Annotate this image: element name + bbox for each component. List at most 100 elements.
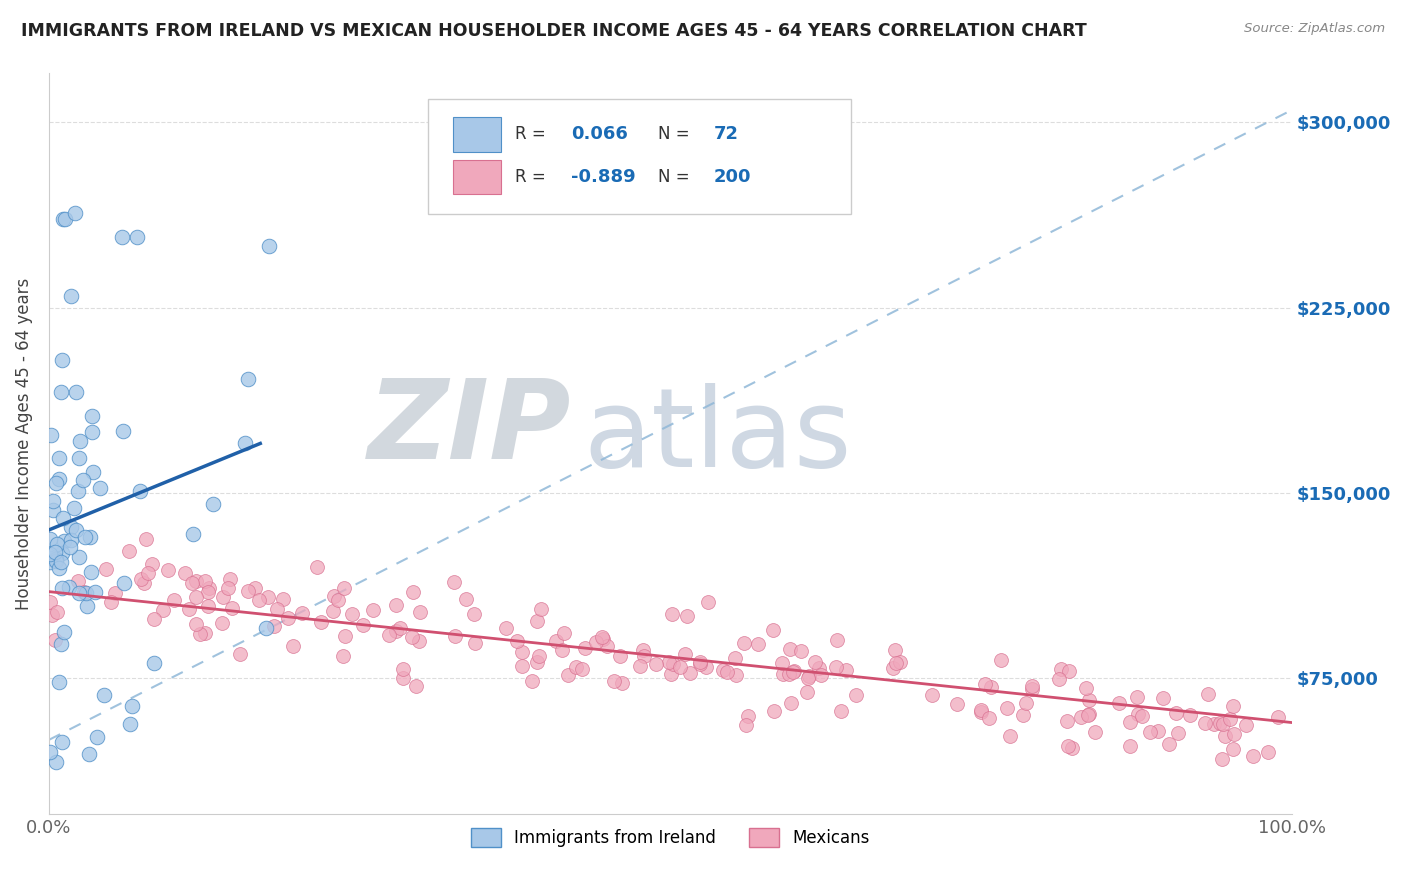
- Point: [67, 483, 90, 498]
- Point: [212, 591, 235, 605]
- Point: [1125, 690, 1147, 704]
- Point: [974, 677, 997, 691]
- Point: [1222, 699, 1244, 714]
- Point: [1077, 707, 1099, 722]
- Point: [998, 729, 1021, 743]
- Point: [662, 657, 685, 672]
- Point: [263, 619, 285, 633]
- Point: [808, 661, 831, 675]
- Point: [408, 634, 430, 648]
- Point: [217, 581, 239, 595]
- Point: [596, 639, 619, 653]
- FancyBboxPatch shape: [453, 160, 502, 194]
- Point: [118, 716, 141, 731]
- Point: [977, 711, 1000, 725]
- Point: [1056, 739, 1078, 753]
- Point: [463, 607, 485, 621]
- Point: [797, 671, 820, 685]
- Point: [243, 581, 266, 595]
- Point: [1178, 707, 1201, 722]
- Point: [716, 665, 738, 680]
- Point: [75, 586, 97, 600]
- Point: [675, 647, 697, 661]
- Point: [77, 747, 100, 761]
- Point: [39, 427, 62, 442]
- Point: [1209, 716, 1232, 731]
- Point: [790, 644, 813, 658]
- Point: [38, 547, 60, 561]
- Point: [689, 655, 711, 669]
- Point: [830, 704, 852, 718]
- Text: 200: 200: [714, 168, 751, 186]
- Text: -0.889: -0.889: [571, 168, 636, 186]
- Point: [810, 668, 832, 682]
- Point: [402, 585, 425, 599]
- Point: [52, 212, 75, 227]
- Point: [495, 621, 517, 635]
- Point: [49, 385, 72, 400]
- Point: [48, 472, 70, 486]
- Point: [100, 595, 122, 609]
- Point: [39, 745, 62, 759]
- Point: [38, 595, 60, 609]
- Point: [45, 605, 67, 619]
- Point: [783, 664, 806, 678]
- Point: [62, 500, 84, 515]
- Point: [111, 424, 134, 438]
- Point: [506, 634, 529, 648]
- Point: [326, 593, 349, 607]
- Point: [69, 434, 91, 448]
- Point: [67, 586, 90, 600]
- Point: [181, 526, 204, 541]
- Point: [93, 688, 115, 702]
- Point: [1147, 723, 1170, 738]
- Point: [323, 589, 346, 603]
- Point: [48, 674, 70, 689]
- Point: [48, 450, 70, 465]
- Point: [1108, 696, 1130, 710]
- Point: [1213, 730, 1236, 744]
- Text: Source: ZipAtlas.com: Source: ZipAtlas.com: [1244, 22, 1385, 36]
- Point: [574, 640, 596, 655]
- Point: [389, 621, 412, 635]
- Point: [141, 557, 163, 571]
- Point: [63, 206, 86, 220]
- Point: [763, 704, 786, 718]
- Point: [1197, 687, 1219, 701]
- Point: [1118, 739, 1140, 753]
- Point: [711, 663, 734, 677]
- Point: [152, 603, 174, 617]
- Point: [44, 633, 66, 648]
- Point: [1050, 662, 1073, 676]
- Point: [84, 584, 107, 599]
- Point: [884, 643, 907, 657]
- Point: [1074, 681, 1097, 696]
- Text: N =: N =: [658, 126, 695, 144]
- Point: [352, 617, 374, 632]
- Point: [737, 708, 759, 723]
- Point: [557, 668, 579, 682]
- Point: [143, 612, 166, 626]
- Point: [118, 544, 141, 558]
- Point: [60, 520, 83, 534]
- Point: [1223, 727, 1246, 741]
- Point: [675, 608, 697, 623]
- Point: [238, 583, 260, 598]
- Point: [824, 659, 846, 673]
- Point: [221, 600, 243, 615]
- Point: [385, 598, 408, 612]
- Point: [695, 660, 717, 674]
- Point: [53, 212, 76, 227]
- Text: 0.066: 0.066: [571, 126, 628, 144]
- Point: [845, 689, 868, 703]
- Text: 72: 72: [714, 126, 740, 144]
- Point: [772, 667, 794, 681]
- Point: [409, 605, 432, 619]
- Point: [970, 705, 993, 719]
- Point: [257, 590, 280, 604]
- Point: [247, 593, 270, 607]
- Point: [45, 552, 67, 566]
- Point: [779, 641, 801, 656]
- Point: [1241, 749, 1264, 764]
- Point: [125, 230, 148, 244]
